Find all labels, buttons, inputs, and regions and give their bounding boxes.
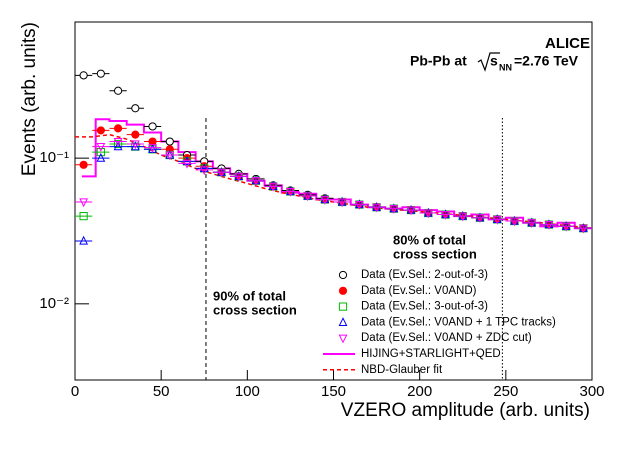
system-prefix: Pb-Pb at [410, 53, 467, 69]
marker [79, 235, 89, 245]
marker [251, 177, 261, 186]
legend-label: HIJING+STARLIGHT+QED [361, 348, 501, 360]
y-tick-label: 10⁻² [39, 295, 69, 312]
legend-label: Data (Ev.Sel.: 2-out-of-3) [361, 269, 488, 281]
cut-label: 90% of total [213, 288, 286, 303]
x-tick-label: 100 [235, 383, 260, 400]
marker [268, 182, 278, 192]
marker [337, 198, 347, 208]
system-sub: NN [499, 62, 512, 72]
marker [113, 137, 123, 147]
marker [441, 210, 450, 220]
marker [182, 156, 192, 165]
marker [458, 212, 468, 222]
x-tick-label: 0 [71, 383, 79, 400]
marker [96, 126, 105, 135]
marker [338, 270, 348, 280]
marker [234, 172, 244, 182]
marker [338, 286, 348, 295]
x-tick-label: 200 [407, 383, 432, 400]
hist-line [81, 118, 592, 230]
marker [79, 198, 89, 208]
marker [113, 86, 123, 95]
x-tick-label: 300 [579, 383, 604, 400]
marker [544, 220, 554, 230]
marker [406, 206, 416, 216]
x-tick-label: 150 [321, 383, 346, 400]
marker [130, 140, 140, 150]
marker [182, 159, 192, 169]
y-axis-label: Events (arb. units) [19, 22, 40, 176]
y-tick-label: 10⁻¹ [39, 149, 69, 166]
cut-label: cross section [213, 302, 297, 317]
x-axis-label: VZERO amplitude (arb. units) [341, 400, 590, 421]
marker [372, 203, 381, 213]
marker [561, 222, 571, 232]
system-suffix: =2.76 TeV [514, 53, 579, 69]
marker [96, 152, 106, 162]
system-s: s [490, 53, 498, 69]
marker [217, 168, 226, 178]
marker [303, 192, 313, 202]
marker [389, 205, 399, 214]
marker [131, 104, 140, 113]
marker [199, 166, 209, 176]
marker [148, 144, 157, 153]
x-tick-label: 50 [153, 383, 170, 400]
legend-label: Data (Ev.Sel.: V0AND + ZDC cut) [361, 332, 532, 344]
marker [338, 302, 348, 311]
legend-label: Data (Ev.Sel.: 3-out-of-3) [361, 301, 488, 313]
marker [130, 141, 140, 151]
marker [578, 224, 588, 234]
marker [113, 139, 123, 149]
experiment: ALICE [545, 35, 590, 52]
marker [338, 317, 348, 326]
marker [527, 219, 537, 228]
cut-label: 80% of total [393, 232, 466, 247]
marker [510, 217, 519, 227]
fit-line [75, 133, 593, 230]
marker [199, 163, 209, 173]
marker [148, 122, 157, 131]
marker [131, 130, 140, 139]
marker [113, 141, 123, 151]
marker [79, 160, 88, 169]
legend-label: Data (Ev.Sel.: V0AND + 1 TPC tracks) [361, 316, 556, 328]
marker [165, 137, 174, 146]
marker [423, 209, 433, 219]
marker [165, 151, 175, 161]
x-tick-label: 250 [493, 383, 518, 400]
marker [79, 212, 88, 221]
marker [354, 200, 364, 210]
marker [338, 334, 348, 344]
marker [492, 215, 502, 225]
marker [96, 143, 106, 152]
system-label: Pb-Pb at s NN =2.76 TeV [410, 52, 579, 72]
cut-label: cross section [393, 246, 477, 261]
legend-label: NBD-Glauber fit [361, 364, 443, 376]
marker [148, 137, 157, 146]
marker [475, 214, 485, 223]
sqrt-sign [477, 52, 500, 72]
marker [286, 187, 295, 197]
marker [320, 195, 330, 205]
marker [96, 69, 105, 78]
marker [113, 124, 123, 133]
marker [79, 71, 88, 80]
marker [96, 148, 105, 157]
legend-label: Data (Ev.Sel.: V0AND) [361, 285, 477, 297]
